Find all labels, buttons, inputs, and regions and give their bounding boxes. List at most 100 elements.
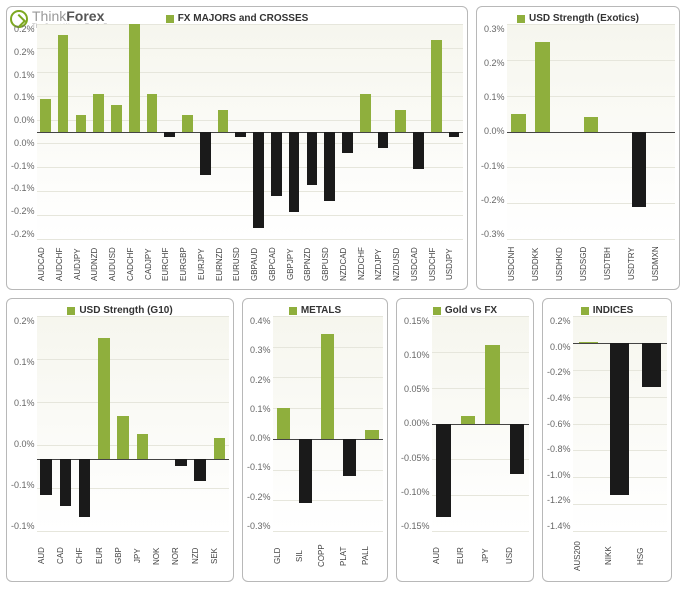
y-tick-label: -0.1% [11, 521, 35, 531]
plot-area [37, 316, 229, 531]
y-tick-label: 0.3% [247, 345, 271, 355]
y-tick-label: 0.10% [401, 350, 430, 360]
y-tick-label: -0.15% [401, 521, 430, 531]
bar-slot [651, 24, 675, 239]
bar [164, 132, 175, 137]
y-tick-label: -0.1% [247, 462, 271, 472]
bar [584, 117, 598, 131]
x-tick-label: USDMXN [651, 241, 675, 287]
y-tick-label: -1.4% [547, 521, 571, 531]
bar-slot [75, 316, 94, 531]
y-tick-label: 0.2% [481, 58, 505, 68]
bar [271, 132, 282, 197]
y-tick-label: -0.4% [547, 393, 571, 403]
y-tick-label: 0.2% [11, 316, 35, 326]
bar-slot [179, 24, 197, 239]
x-tick-label: NZDJPY [374, 241, 392, 287]
bar [307, 132, 318, 186]
x-tick-label: NZDCAD [339, 241, 357, 287]
y-tick-label: 0.2% [11, 47, 35, 57]
bar [289, 132, 300, 213]
chart-title: Gold vs FX [401, 305, 529, 316]
plot-area [507, 24, 675, 239]
bar [324, 132, 335, 202]
bar [485, 345, 500, 424]
bar [413, 132, 424, 170]
bar-slot [432, 316, 456, 531]
y-tick-label: -0.2% [247, 492, 271, 502]
bar-slot [573, 316, 605, 531]
panel-indices: INDICES0.2%0.0%-0.2%-0.4%-0.6%-0.8%-1.0%… [542, 298, 672, 582]
bar-slot [392, 24, 410, 239]
x-tick-label: AUD [432, 533, 456, 579]
x-tick-label: EURUSD [232, 241, 250, 287]
x-tick-label: EURGBP [179, 241, 197, 287]
bar-slot [295, 316, 317, 531]
y-tick-label: 0.0% [11, 115, 35, 125]
y-tick-label: 0.4% [247, 316, 271, 326]
y-tick-label: -0.2% [481, 195, 505, 205]
bar [175, 459, 187, 466]
bar [182, 115, 193, 131]
bar [461, 416, 476, 423]
y-tick-label: 0.00% [401, 418, 430, 428]
y-axis: 0.2%0.0%-0.2%-0.4%-0.6%-0.8%-1.0%-1.2%-1… [547, 316, 573, 531]
bar-slot [125, 24, 143, 239]
bar [277, 408, 290, 439]
bar-slot [94, 316, 113, 531]
y-tick-label: -0.10% [401, 487, 430, 497]
bar-slot [267, 24, 285, 239]
panel-metals: METALS0.4%0.3%0.2%0.1%0.0%-0.1%-0.2%-0.3… [242, 298, 388, 582]
y-tick-label: 0.0% [247, 433, 271, 443]
bar-slot [114, 316, 133, 531]
bar [642, 343, 661, 387]
plot-area [573, 316, 667, 531]
panel-usd-exotics: USD Strength (Exotics)0.3%0.2%0.1%0.0%-0… [476, 6, 680, 290]
x-tick-label: USDSGD [579, 241, 603, 287]
bar [510, 424, 525, 474]
plot-area [432, 316, 529, 531]
bar [253, 132, 264, 229]
x-tick-label: HSG [636, 533, 667, 579]
chart-title: USD Strength (Exotics) [481, 13, 675, 24]
bar-slot [196, 24, 214, 239]
chart-title-text: METALS [301, 305, 341, 316]
bar [378, 132, 389, 148]
y-tick-label: 0.2% [547, 316, 571, 326]
bar [299, 439, 312, 504]
y-tick-label: -0.1% [11, 480, 35, 490]
bar-slot [191, 316, 210, 531]
y-tick-label: 0.1% [11, 398, 35, 408]
bar [60, 459, 72, 506]
x-tick-label: EURNZD [215, 241, 233, 287]
bar-slot [285, 24, 303, 239]
chart-title-text: USD Strength (Exotics) [529, 13, 639, 24]
x-tick-label: AUDCHF [55, 241, 73, 287]
bar-slot [339, 316, 361, 531]
chart-area: 0.4%0.3%0.2%0.1%0.0%-0.1%-0.2%-0.3% [247, 316, 383, 531]
panel-fx-majors: FX MAJORS and CROSSES0.2%0.2%0.1%0.1%0.0… [6, 6, 468, 290]
x-tick-label: EURCHF [161, 241, 179, 287]
bar-slot [133, 316, 152, 531]
legend-square-icon [433, 307, 441, 315]
chart-title: METALS [247, 305, 383, 316]
y-tick-label: -0.2% [547, 367, 571, 377]
legend-square-icon [289, 307, 297, 315]
x-tick-label: CHF [75, 533, 94, 579]
y-tick-label: 0.0% [547, 342, 571, 352]
bar [395, 110, 406, 132]
bar [235, 132, 246, 137]
bar-slot [143, 24, 161, 239]
bar [93, 94, 104, 132]
bar-slot [356, 24, 374, 239]
bar [342, 132, 353, 154]
y-tick-label: 0.0% [11, 138, 35, 148]
y-axis: 0.4%0.3%0.2%0.1%0.0%-0.1%-0.2%-0.3% [247, 316, 273, 531]
bar-slot [108, 24, 126, 239]
bar [360, 94, 371, 132]
y-tick-label: 0.0% [11, 439, 35, 449]
bar-slot [303, 24, 321, 239]
x-tick-label: NOR [171, 533, 190, 579]
x-axis: AUS200NIKKHSG [573, 531, 667, 579]
x-axis: GLDSILCOPPPLATPALL [273, 531, 383, 579]
